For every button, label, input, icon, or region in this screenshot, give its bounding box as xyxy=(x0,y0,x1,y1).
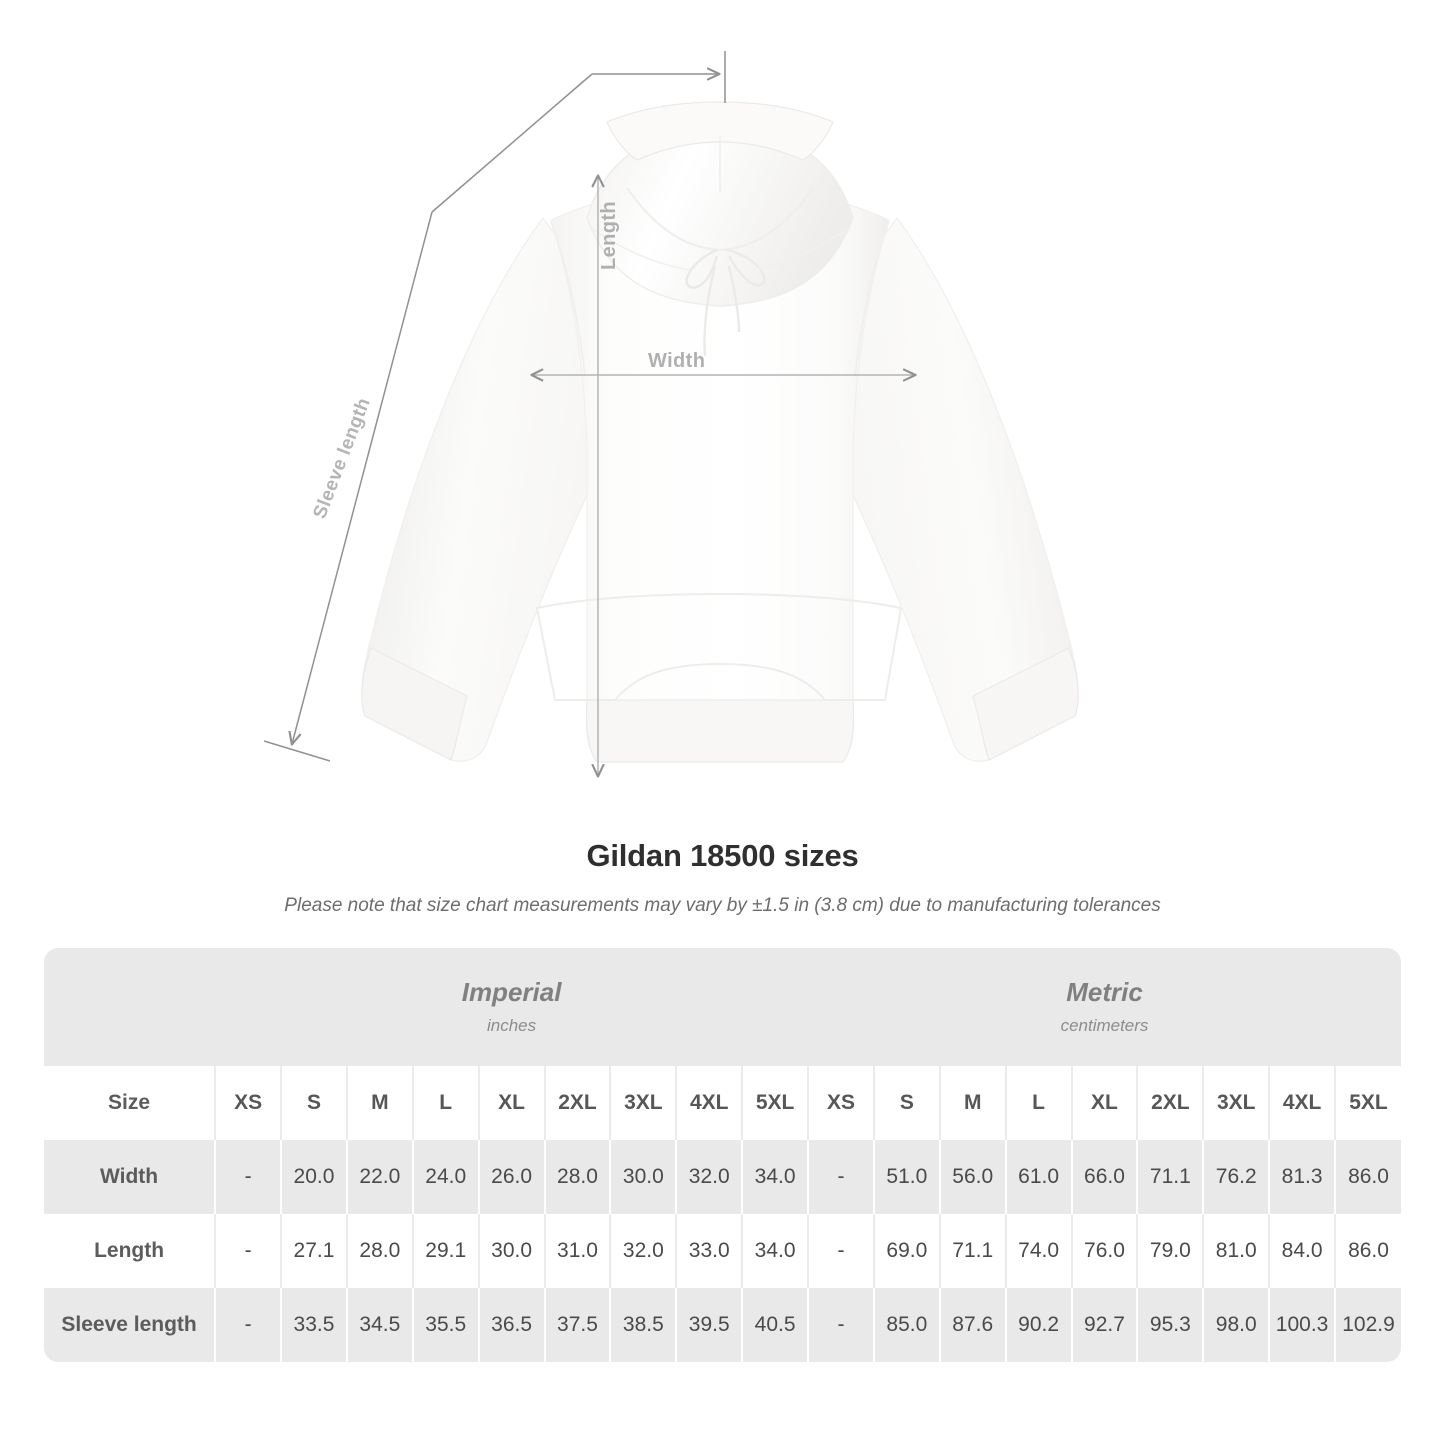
table-row: Sleeve length -33.5 34.5 35.5 36.5 37.5 38.5 39… xyxy=(44,1288,1401,1362)
cell-width-imperial-4xl: 32.0 xyxy=(675,1140,743,1214)
size-header-cell-metric-2xl: 2XL xyxy=(1136,1066,1204,1140)
size-header-cell-metric-xl: XL xyxy=(1070,1066,1138,1140)
unit-header-imperial: Imperial inches xyxy=(215,948,809,1066)
size-header-row: Size XS S M L XL 2XL 3XL 4XL 5XL XS S M L XL 2XL 3XL 4XL 5… xyxy=(44,1066,1401,1140)
cell-length-metric-5xl: 86.0 xyxy=(1334,1214,1401,1288)
cell-width-metric-s: 51.0 xyxy=(872,1140,940,1214)
cell-width-imperial-5xl: 34.0 xyxy=(741,1140,809,1214)
cell-width-imperial-xs: - xyxy=(214,1140,282,1214)
page-title: Gildan 18500 sizes xyxy=(586,838,859,873)
cell-width-imperial-s: 20.0 xyxy=(280,1140,347,1214)
cell-width-metric-3xl: 76.2 xyxy=(1202,1140,1270,1214)
size-header-cell-metric-s: S xyxy=(872,1066,940,1140)
size-header-cell-imperial-5xl: 5XL xyxy=(741,1066,809,1140)
cell-width-imperial-l: 24.0 xyxy=(411,1140,479,1214)
table-row: Length -27.1 28.0 29.1 30.0 31.0 32.0 33.0 34.0-… xyxy=(44,1214,1401,1288)
title-block: Gildan 18500 sizes Please note that size… xyxy=(0,838,1445,917)
cell-width-imperial-m: 22.0 xyxy=(345,1140,413,1214)
cell-width-imperial-3xl: 30.0 xyxy=(609,1140,677,1214)
cell-sleeve-length-imperial-4xl: 39.5 xyxy=(675,1288,743,1362)
cell-length-imperial-l: 29.1 xyxy=(411,1214,479,1288)
cell-width-imperial-2xl: 28.0 xyxy=(543,1140,611,1214)
size-header-cell-imperial-4xl: 4XL xyxy=(675,1066,743,1140)
cell-sleeve-length-metric-2xl: 95.3 xyxy=(1136,1288,1204,1362)
cell-sleeve-length-metric-4xl: 100.3 xyxy=(1268,1288,1336,1362)
unit-row-spacer xyxy=(44,948,216,1066)
size-header-cell-imperial-3xl: 3XL xyxy=(609,1066,677,1140)
cell-length-metric-4xl: 84.0 xyxy=(1268,1214,1336,1288)
cell-width-metric-2xl: 71.1 xyxy=(1136,1140,1204,1214)
cell-sleeve-length-imperial-xs: - xyxy=(214,1288,282,1362)
cell-sleeve-length-imperial-5xl: 40.5 xyxy=(741,1288,809,1362)
cell-length-imperial-5xl: 34.0 xyxy=(741,1214,809,1288)
size-header-cell-imperial-xs: XS xyxy=(214,1066,282,1140)
table-row: Width -20.0 22.0 24.0 26.0 28.0 30.0 32.0 34.0-5… xyxy=(44,1140,1401,1214)
cell-sleeve-length-metric-xs: - xyxy=(807,1288,874,1362)
hoodie-measurement-diagram: Length Width Sleeve length xyxy=(263,51,1085,800)
unit-sub-imperial: inches xyxy=(487,1015,537,1035)
cell-length-metric-s: 69.0 xyxy=(872,1214,940,1288)
cell-length-imperial-3xl: 32.0 xyxy=(609,1214,677,1288)
sleeve-bottom-tick xyxy=(263,740,331,762)
cell-length-metric-l: 74.0 xyxy=(1004,1214,1072,1288)
cell-width-imperial-xl: 26.0 xyxy=(477,1140,545,1214)
unit-sub-metric: centimeters xyxy=(1060,1015,1149,1035)
cell-width-metric-xs: - xyxy=(807,1140,874,1214)
cell-length-imperial-xs: - xyxy=(214,1214,282,1288)
cell-length-imperial-xl: 30.0 xyxy=(477,1214,545,1288)
tolerance-note: Please note that size chart measurements… xyxy=(284,895,1161,916)
row-label-length: Length xyxy=(44,1214,216,1288)
cell-sleeve-length-metric-m: 87.6 xyxy=(938,1288,1006,1362)
size-header-label: Size xyxy=(44,1066,216,1140)
unit-name-imperial: Imperial xyxy=(461,977,562,1008)
cell-length-imperial-s: 27.1 xyxy=(280,1214,347,1288)
length-label: Length xyxy=(598,200,620,270)
cell-length-metric-m: 71.1 xyxy=(938,1214,1006,1288)
cell-sleeve-length-imperial-xl: 36.5 xyxy=(477,1288,545,1362)
unit-header-metric: Metric centimeters xyxy=(808,948,1401,1066)
cell-sleeve-length-imperial-s: 33.5 xyxy=(280,1288,347,1362)
cell-sleeve-length-metric-5xl: 102.9 xyxy=(1334,1288,1401,1362)
row-label-width: Width xyxy=(44,1140,216,1214)
cell-width-metric-l: 61.0 xyxy=(1004,1140,1072,1214)
size-header-cell-metric-4xl: 4XL xyxy=(1268,1066,1336,1140)
size-header-cell-imperial-l: L xyxy=(411,1066,479,1140)
cell-length-imperial-m: 28.0 xyxy=(345,1214,413,1288)
size-header-cell-metric-m: M xyxy=(938,1066,1006,1140)
cell-length-imperial-4xl: 33.0 xyxy=(675,1214,743,1288)
cell-sleeve-length-imperial-m: 34.5 xyxy=(345,1288,413,1362)
cell-sleeve-length-imperial-l: 35.5 xyxy=(411,1288,479,1362)
hoodie-graphic xyxy=(361,101,1079,763)
cell-length-imperial-2xl: 31.0 xyxy=(543,1214,611,1288)
cell-sleeve-length-metric-s: 85.0 xyxy=(872,1288,940,1362)
row-label-sleeve-length: Sleeve length xyxy=(44,1288,216,1362)
cell-width-metric-4xl: 81.3 xyxy=(1268,1140,1336,1214)
hoodie-illustration xyxy=(355,100,1085,800)
cell-sleeve-length-imperial-2xl: 37.5 xyxy=(543,1288,611,1362)
size-header-cell-imperial-xl: XL xyxy=(477,1066,545,1140)
cell-sleeve-length-metric-l: 90.2 xyxy=(1004,1288,1072,1362)
cell-sleeve-length-imperial-3xl: 38.5 xyxy=(609,1288,677,1362)
cell-length-metric-xs: - xyxy=(807,1214,874,1288)
size-chart-table: Imperial inches Metric centimeters Size XS S M L… xyxy=(44,948,1401,1362)
cell-width-metric-5xl: 86.0 xyxy=(1334,1140,1401,1214)
size-header-cell-imperial-s: S xyxy=(280,1066,347,1140)
size-header-cell-imperial-2xl: 2XL xyxy=(543,1066,611,1140)
unit-name-metric: Metric xyxy=(1066,977,1143,1008)
cell-length-metric-2xl: 79.0 xyxy=(1136,1214,1204,1288)
size-chart-table-wrap: Imperial inches Metric centimeters Size XS S M L… xyxy=(44,948,1401,1362)
unit-header-row: Imperial inches Metric centimeters xyxy=(44,948,1401,1066)
size-header-cell-imperial-m: M xyxy=(345,1066,413,1140)
width-label: Width xyxy=(648,350,706,372)
cell-length-metric-xl: 76.0 xyxy=(1070,1214,1138,1288)
cell-sleeve-length-metric-xl: 92.7 xyxy=(1070,1288,1138,1362)
cell-sleeve-length-metric-3xl: 98.0 xyxy=(1202,1288,1270,1362)
size-header-cell-metric-l: L xyxy=(1004,1066,1072,1140)
cell-width-metric-m: 56.0 xyxy=(938,1140,1006,1214)
size-header-cell-metric-5xl: 5XL xyxy=(1334,1066,1401,1140)
cell-length-metric-3xl: 81.0 xyxy=(1202,1214,1270,1288)
size-header-cell-metric-3xl: 3XL xyxy=(1202,1066,1270,1140)
size-header-cell-metric-xs: XS xyxy=(807,1066,874,1140)
cell-width-metric-xl: 66.0 xyxy=(1070,1140,1138,1214)
